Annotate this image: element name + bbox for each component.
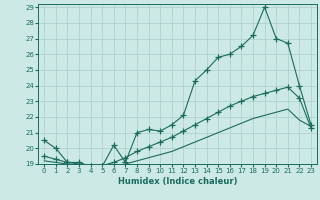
X-axis label: Humidex (Indice chaleur): Humidex (Indice chaleur) bbox=[118, 177, 237, 186]
